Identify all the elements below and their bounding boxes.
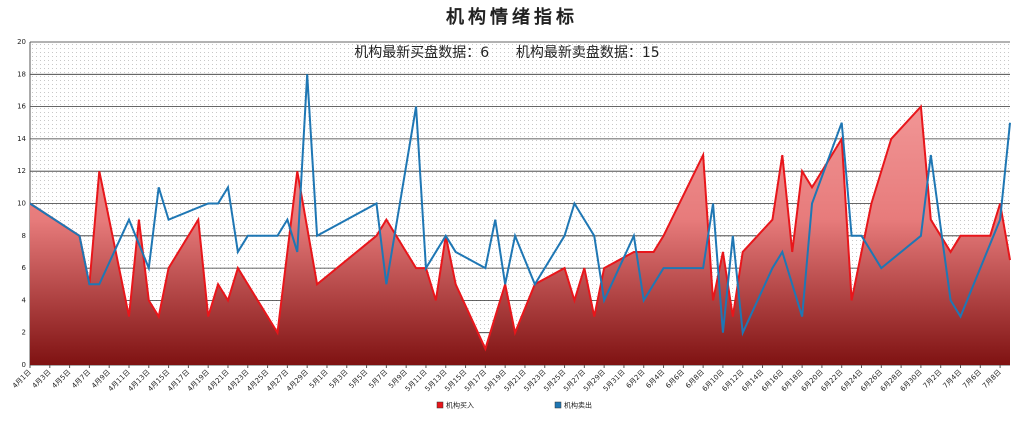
legend-item: 机构卖出 bbox=[554, 401, 592, 410]
legend-label: 机构买入 bbox=[446, 401, 474, 410]
series-line bbox=[29, 104, 1011, 352]
x-tick-label: 5月5日 bbox=[348, 368, 370, 390]
y-tick-label: 0 bbox=[22, 361, 26, 369]
x-tick-label: 5月1日 bbox=[308, 368, 330, 390]
x-tick-label: 7月2日 bbox=[922, 368, 944, 390]
y-tick-label: 4 bbox=[22, 296, 27, 304]
x-tick-label: 6月6日 bbox=[664, 368, 686, 390]
legend-swatch bbox=[436, 401, 444, 409]
x-tick-label: 4月7日 bbox=[70, 368, 92, 390]
x-tick-label: 6月30日 bbox=[899, 368, 924, 393]
area bbox=[30, 106, 1010, 365]
series-line bbox=[29, 74, 1011, 337]
y-tick-label: 10 bbox=[17, 200, 26, 208]
legend-item: 机构买入 bbox=[436, 401, 474, 410]
y-tick-label: 2 bbox=[22, 329, 26, 337]
x-tick-label: 4月29日 bbox=[285, 368, 310, 393]
x-tick-label: 6月2日 bbox=[625, 368, 647, 390]
y-tick-label: 8 bbox=[22, 232, 26, 240]
y-tick-label: 12 bbox=[17, 167, 26, 175]
y-tick-label: 6 bbox=[22, 264, 27, 272]
y-tick-label: 16 bbox=[17, 103, 26, 111]
x-tick-label: 6月4日 bbox=[644, 368, 666, 390]
x-tick-label: 4月3日 bbox=[31, 368, 53, 390]
y-tick-label: 14 bbox=[17, 135, 26, 143]
x-tick-label: 7月8日 bbox=[981, 368, 1003, 390]
x-tick-label: 7月4日 bbox=[941, 368, 963, 390]
x-tick-label: 5月31日 bbox=[602, 368, 627, 393]
x-tick-label: 4月1日 bbox=[11, 368, 33, 390]
legend-label: 机构卖出 bbox=[564, 401, 592, 410]
x-tick-label: 5月3日 bbox=[328, 368, 350, 390]
x-tick-label: 7月6日 bbox=[961, 368, 983, 390]
y-tick-label: 18 bbox=[17, 70, 26, 78]
y-tick-label: 20 bbox=[17, 38, 26, 46]
chart-title: 机构情绪指标 bbox=[446, 6, 578, 28]
x-tick-label: 4月5日 bbox=[51, 368, 73, 390]
legend-swatch bbox=[554, 401, 562, 409]
chart-subtitle: 机构最新买盘数据：6 机构最新卖盘数据：15 bbox=[354, 44, 659, 61]
x-tick-label: 5月7日 bbox=[367, 368, 389, 390]
